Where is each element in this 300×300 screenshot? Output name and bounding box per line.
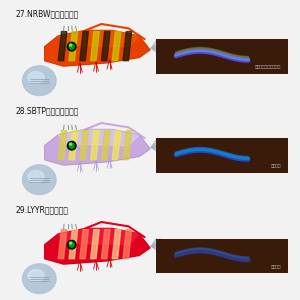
Text: 29.LYYR闇夜ローズ: 29.LYYR闇夜ローズ — [15, 206, 68, 214]
Polygon shape — [45, 229, 150, 264]
Polygon shape — [69, 130, 78, 160]
Polygon shape — [69, 230, 78, 259]
Ellipse shape — [28, 269, 44, 281]
Text: 28.SBTPお月見パープル: 28.SBTPお月見パープル — [15, 106, 78, 116]
Polygon shape — [58, 130, 67, 160]
Ellipse shape — [69, 44, 74, 49]
Ellipse shape — [22, 165, 56, 194]
Polygon shape — [80, 32, 88, 61]
Ellipse shape — [28, 71, 44, 83]
Ellipse shape — [70, 44, 72, 46]
Polygon shape — [58, 130, 139, 146]
FancyBboxPatch shape — [156, 39, 288, 74]
Polygon shape — [69, 32, 78, 61]
Ellipse shape — [68, 141, 76, 150]
Polygon shape — [45, 130, 150, 165]
Ellipse shape — [68, 240, 76, 249]
Ellipse shape — [22, 264, 56, 293]
Polygon shape — [101, 230, 110, 259]
Polygon shape — [58, 31, 139, 47]
Polygon shape — [80, 230, 88, 259]
Ellipse shape — [69, 242, 74, 247]
Polygon shape — [91, 32, 99, 61]
Polygon shape — [58, 229, 139, 245]
Polygon shape — [123, 230, 132, 259]
Polygon shape — [58, 32, 67, 61]
Ellipse shape — [68, 42, 76, 51]
Polygon shape — [91, 130, 99, 160]
Ellipse shape — [70, 143, 72, 145]
Text: 発光状態: 発光状態 — [271, 265, 281, 269]
Polygon shape — [45, 31, 150, 66]
Polygon shape — [112, 130, 121, 160]
Ellipse shape — [70, 242, 72, 244]
Polygon shape — [101, 32, 110, 61]
Polygon shape — [58, 230, 67, 259]
Ellipse shape — [22, 66, 56, 95]
Polygon shape — [80, 130, 88, 160]
Ellipse shape — [69, 143, 74, 148]
Polygon shape — [112, 32, 121, 61]
Polygon shape — [123, 130, 132, 160]
FancyBboxPatch shape — [156, 138, 288, 172]
Polygon shape — [101, 130, 110, 160]
Polygon shape — [91, 230, 99, 259]
Text: 27.NRBW藻塩ブラウン: 27.NRBW藻塩ブラウン — [15, 9, 78, 18]
Ellipse shape — [28, 170, 44, 182]
FancyBboxPatch shape — [156, 238, 288, 273]
Text: 発光状態: 発光状態 — [271, 164, 281, 168]
Text: ブラックライト照射例: ブラックライト照射例 — [255, 65, 281, 69]
Polygon shape — [112, 230, 121, 259]
Polygon shape — [123, 32, 132, 61]
